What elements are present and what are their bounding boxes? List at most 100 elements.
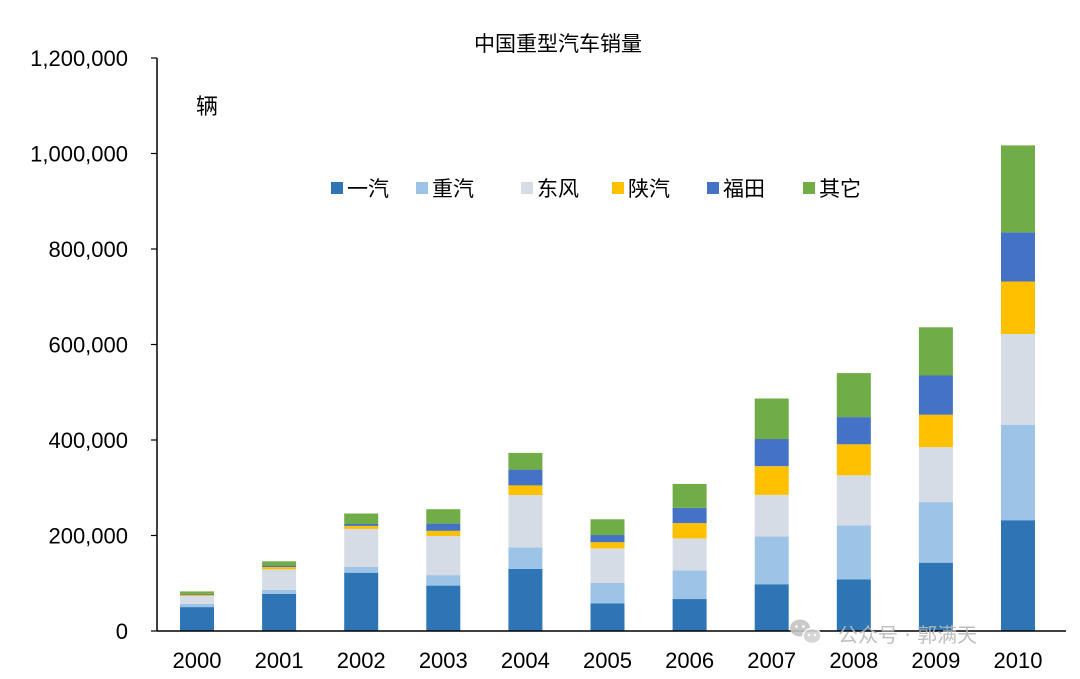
- bar-segment: [836, 475, 871, 526]
- x-tick-label: 2003: [419, 648, 468, 673]
- bar-segment: [918, 414, 953, 448]
- bar-segment: [672, 599, 707, 631]
- bar-segment: [590, 542, 625, 549]
- legend-label: 福田: [723, 177, 765, 201]
- bar-segment: [918, 562, 953, 631]
- bar-segment: [836, 579, 871, 631]
- bar-segment: [1001, 232, 1035, 282]
- bar-segment: [508, 452, 543, 470]
- bar-segment: [836, 525, 871, 580]
- bar-segment: [590, 582, 625, 604]
- bar-segment: [590, 519, 625, 536]
- bar-segment: [426, 509, 461, 524]
- bar-segment: [426, 575, 461, 586]
- legend-swatch: [331, 182, 343, 194]
- x-tick-label: 2006: [665, 648, 714, 673]
- bar-segment: [754, 494, 789, 537]
- x-tick-label: 2002: [337, 648, 386, 673]
- bar-segment: [344, 567, 379, 573]
- x-tick-label: 2005: [583, 648, 632, 673]
- legend: 一汽 重汽 东风 陕汽 福田 其它: [331, 177, 861, 201]
- y-tick-label: 800,000: [48, 237, 128, 262]
- bar-segment: [508, 469, 543, 486]
- bar-segment: [918, 375, 953, 415]
- x-tick-label: 2007: [747, 648, 796, 673]
- x-tick-label: 2008: [829, 648, 878, 673]
- bar-segment: [426, 536, 461, 576]
- bar-segment: [344, 528, 379, 567]
- bar-segment: [672, 523, 707, 539]
- legend-swatch: [803, 182, 815, 194]
- bar-segment: [180, 593, 214, 595]
- bar-segment: [1001, 281, 1035, 334]
- bar-segment: [344, 513, 379, 524]
- bar-segment: [262, 567, 297, 570]
- bar-segment: [590, 603, 625, 631]
- bar-segment: [672, 538, 707, 571]
- bar-segment: [1001, 145, 1035, 233]
- x-axis-ticks: 2000 2001 2002 2003 2004 2005 2006 2007 2008 2009…: [173, 648, 1043, 673]
- y-tick-label: 200,000: [48, 524, 128, 549]
- x-tick-label: 2001: [255, 648, 304, 673]
- bars-group: [180, 145, 1035, 631]
- watermark: 公众号 · 郭满天: [790, 619, 977, 647]
- chart-title: 中国重型汽车销量: [474, 32, 642, 56]
- bar-segment: [754, 466, 789, 495]
- bar-segment: [754, 584, 789, 631]
- legend-label: 一汽: [347, 177, 389, 201]
- bar-segment: [1001, 520, 1035, 631]
- bar-segment: [754, 398, 789, 440]
- bar-segment: [672, 570, 707, 600]
- bar-segment: [754, 536, 789, 585]
- wechat-icon: [790, 619, 822, 645]
- bar-segment: [590, 548, 625, 583]
- x-tick-label: 2010: [994, 648, 1043, 673]
- y-tick-label: 0: [116, 619, 128, 644]
- legend-swatch: [521, 182, 533, 194]
- bar-segment: [180, 603, 214, 608]
- bar-segment: [918, 327, 953, 376]
- bar-segment: [262, 569, 297, 590]
- bar-segment: [754, 439, 789, 467]
- legend-label: 陕汽: [628, 177, 670, 201]
- x-tick-label: 2009: [911, 648, 960, 673]
- bar-segment: [344, 526, 379, 529]
- bar-segment: [590, 535, 625, 543]
- bar-segment: [672, 483, 707, 508]
- y-tick-label: 400,000: [48, 428, 128, 453]
- x-tick-label: 2004: [501, 648, 550, 673]
- watermark-text: 公众号 · 郭满天: [838, 623, 977, 647]
- bar-segment: [1001, 334, 1035, 425]
- bar-segment: [180, 607, 214, 631]
- bar-segment: [508, 547, 543, 569]
- bar-segment: [426, 530, 461, 536]
- unit-label: 辆: [196, 95, 218, 120]
- y-tick-label: 1,200,000: [30, 46, 128, 71]
- bar-segment: [508, 494, 543, 548]
- bar-segment: [1001, 424, 1035, 521]
- bar-segment: [262, 565, 297, 567]
- bar-segment: [918, 447, 953, 503]
- bar-segment: [262, 561, 297, 566]
- legend-swatch: [612, 182, 624, 194]
- x-tick-label: 2000: [173, 648, 222, 673]
- bar-segment: [508, 485, 543, 495]
- bar-segment: [918, 502, 953, 563]
- legend-label: 东风: [537, 177, 579, 201]
- legend-label: 其它: [819, 177, 861, 201]
- bar-segment: [262, 589, 297, 594]
- bar-segment: [508, 568, 543, 631]
- bar-segment: [180, 594, 214, 597]
- bar-segment: [836, 373, 871, 417]
- legend-swatch: [416, 182, 428, 194]
- legend-label: 重汽: [432, 177, 474, 201]
- bar-segment: [836, 444, 871, 476]
- y-tick-label: 600,000: [48, 333, 128, 358]
- bar-segment: [180, 596, 214, 604]
- bar-segment: [180, 591, 214, 594]
- y-tick-label: 1,000,000: [30, 142, 128, 167]
- bar-segment: [672, 507, 707, 524]
- bar-segment: [262, 593, 297, 631]
- bar-segment: [426, 585, 461, 631]
